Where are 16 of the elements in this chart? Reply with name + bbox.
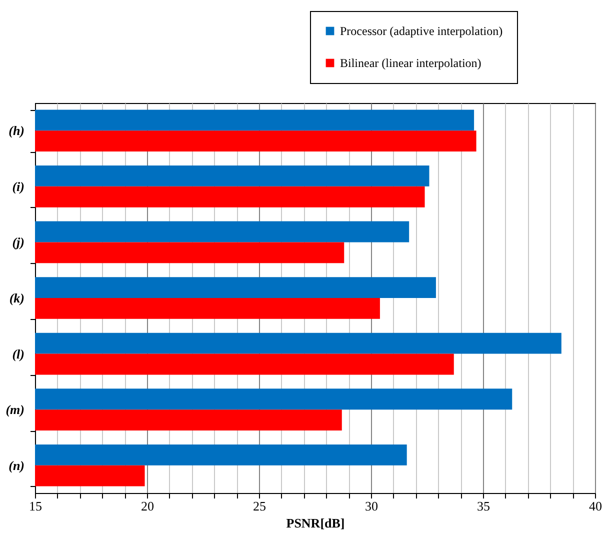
x-tick-label: 30 bbox=[365, 498, 378, 514]
x-tick-label: 40 bbox=[589, 498, 602, 514]
legend-label: Bilinear (linear interpolation) bbox=[340, 56, 482, 70]
x-tick-label: 20 bbox=[141, 498, 154, 514]
x-tick-label: 35 bbox=[477, 498, 490, 514]
y-tick-label: (l) bbox=[12, 346, 24, 362]
x-axis-title: PSNR[dB] bbox=[286, 516, 345, 530]
y-tick-label: (i) bbox=[12, 178, 24, 194]
y-tick-label: (m) bbox=[6, 402, 24, 418]
y-tick-label: (h) bbox=[8, 123, 24, 138]
x-tick-label: 15 bbox=[29, 498, 42, 514]
y-tick-label: (n) bbox=[8, 458, 24, 473]
x-tick-label: 25 bbox=[253, 498, 266, 514]
y-tick-label: (j) bbox=[12, 234, 24, 250]
legend-label: Processor (adaptive interpolation) bbox=[340, 24, 503, 38]
y-tick-label: (k) bbox=[9, 290, 24, 306]
